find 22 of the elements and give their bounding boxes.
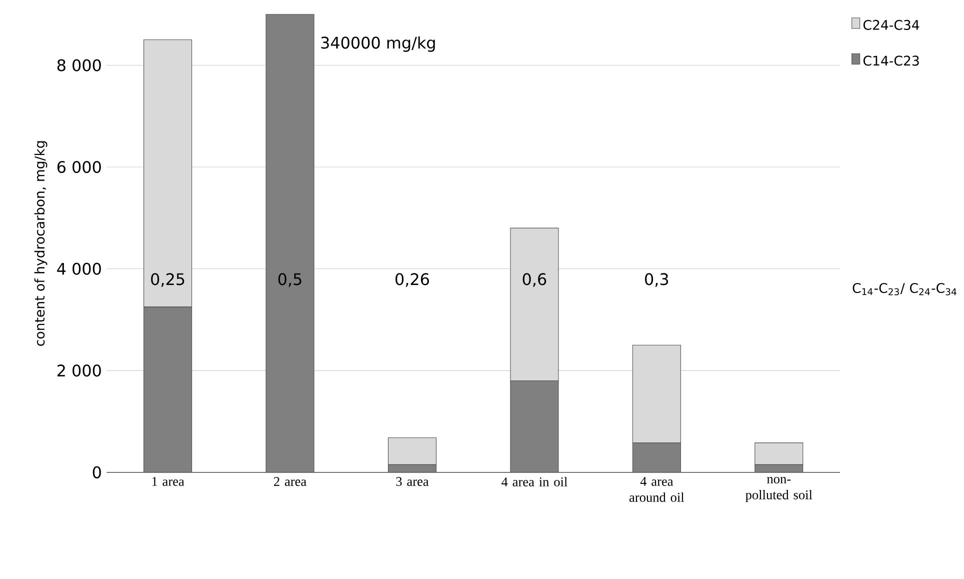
x-tick-label: 1 area [152, 477, 184, 486]
y-tick-label: 4 000 [57, 262, 101, 275]
annotation: 0,6 [522, 273, 546, 287]
x-tick-label: 4 area in oil [502, 477, 568, 486]
x-tick-label: 4 area around oil [629, 477, 684, 502]
x-tick-label: non-polluted soil [746, 477, 812, 502]
y-tick-label: 0 [92, 466, 101, 478]
x-tick-label: 3 area [396, 477, 429, 486]
y-tick-label: 6 000 [57, 160, 101, 174]
y-tick-label: 8 000 [57, 59, 101, 72]
legend-label: C14-C23 [863, 56, 919, 66]
legend-label: C24-C34 [863, 20, 920, 30]
y-tick-label: 2 000 [58, 364, 101, 377]
annotation: 0,5 [278, 273, 302, 287]
x-tick-label: 2 area [274, 477, 306, 486]
annotation: 0,25 [151, 273, 184, 287]
bar [266, 14, 314, 473]
y-axis-title: content of hydrocarbon, mg/kg [34, 141, 48, 346]
text: C$_{14}$-C$_{23}$/ C$_{24}$-C$_{34}$ [852, 282, 956, 296]
annotation: 0,3 [645, 273, 668, 287]
annotation: 340000 mg/kg [321, 36, 435, 52]
annotation: 0,26 [396, 273, 429, 287]
